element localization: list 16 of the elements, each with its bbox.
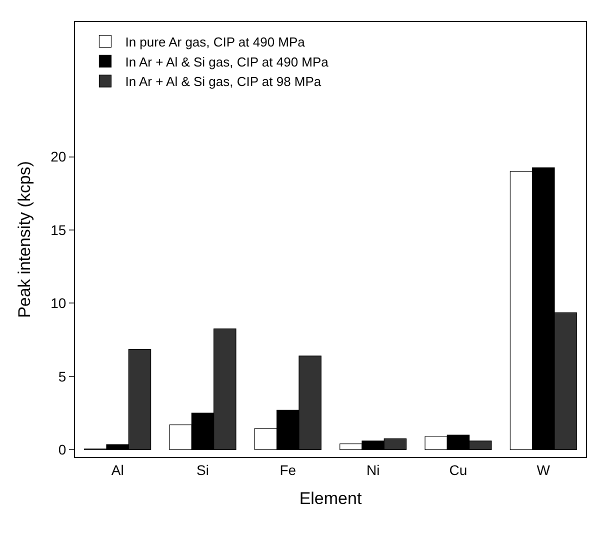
y-tick-label: 0 (58, 442, 66, 458)
x-tick-label: Ni (366, 462, 380, 478)
x-tick-label: Si (196, 462, 209, 478)
y-tick-label: 20 (50, 148, 66, 165)
x-tick-label: Al (111, 462, 124, 478)
y-tick-label: 10 (50, 295, 66, 312)
legend-label: In pure Ar gas, CIP at 490 MPa (125, 34, 306, 50)
x-axis-title: Element (299, 489, 362, 508)
y-axis-title: Peak intensity (kcps) (15, 161, 34, 318)
legend-label: In Ar + Al & Si gas, CIP at 490 MPa (125, 54, 330, 70)
x-tick-label: Fe (280, 462, 296, 478)
x-tick-label: Cu (449, 462, 468, 478)
y-tick-label: 5 (58, 368, 66, 384)
x-tick-label: W (536, 462, 551, 478)
y-tick-label: 15 (50, 222, 66, 238)
legend-label: In Ar + Al & Si gas, CIP at 98 MPa (125, 74, 322, 90)
